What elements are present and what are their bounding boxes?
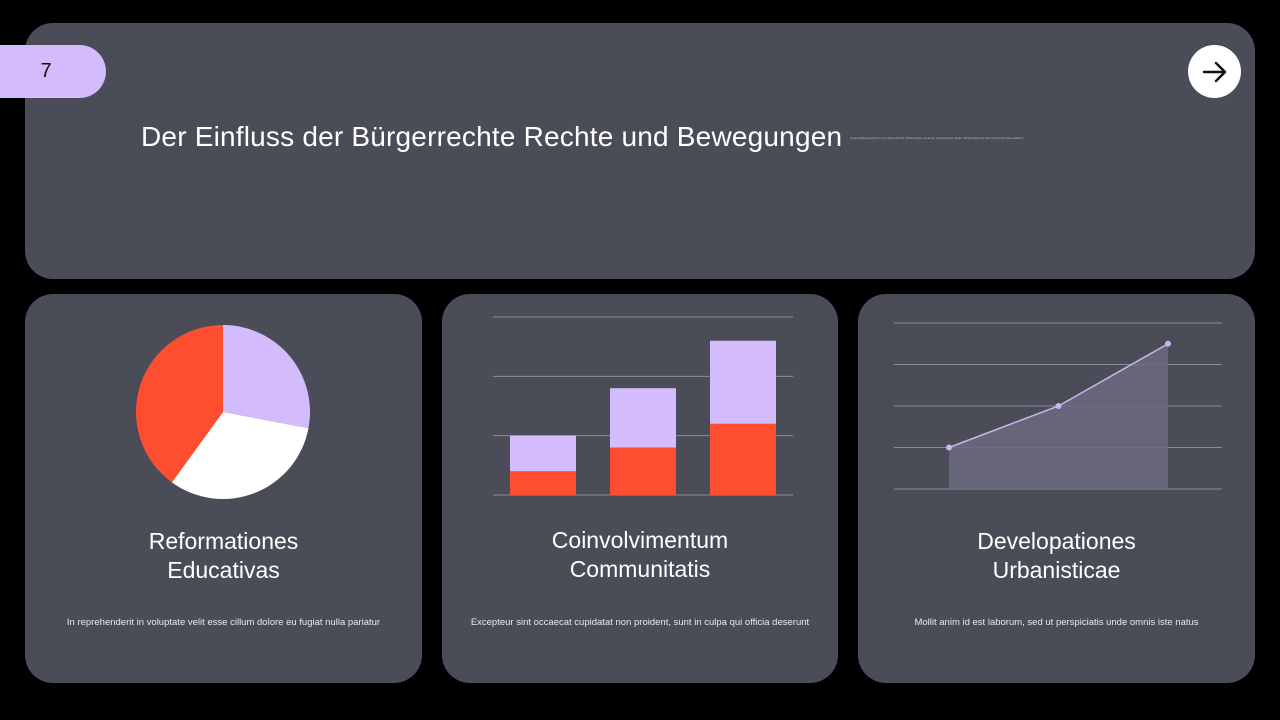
card-title-line1: Coinvolvimentum <box>551 527 729 553</box>
card-title-line1: Reformationes <box>148 528 299 554</box>
card-title-line2: Educativas <box>167 557 280 583</box>
card-coinvolvimentum: Coinvolvimentum Communitatis Excepteur s… <box>442 294 838 683</box>
area-point-3 <box>1165 340 1171 347</box>
bar-segment-3-1 <box>710 423 776 495</box>
page-title: Der Einfluss der Bürgerrechte Rechte und… <box>141 121 843 152</box>
area-chart <box>894 322 1222 490</box>
bar-segment-1-1 <box>510 471 576 495</box>
card-description: In reprehenderit in voluptate velit esse… <box>66 617 381 628</box>
bar-segment-2-2 <box>610 388 676 448</box>
hero-panel <box>25 23 1255 279</box>
card-reformationes: Reformationes Educativas In reprehenderi… <box>25 294 422 683</box>
page-caption: Suspendisse potenti ut nec vitae loborti… <box>850 136 1024 140</box>
card-title: Coinvolvimentum Communitatis <box>442 526 838 584</box>
headline: Der Einfluss der Bürgerrechte Rechte und… <box>141 121 1024 153</box>
card-description: Excepteur sint occaecat cupidatat non pr… <box>470 617 810 628</box>
bar-segment-1-2 <box>510 435 576 472</box>
card-title-line2: Urbanisticae <box>992 557 1121 583</box>
card-title-line2: Communitatis <box>569 556 711 582</box>
pie-slice-3 <box>136 325 223 483</box>
area-fill <box>949 343 1168 489</box>
bar-segment-2-1 <box>610 447 676 495</box>
area-point-1 <box>946 444 952 451</box>
pie-slice-1 <box>223 325 310 429</box>
area-point-2 <box>1055 403 1062 409</box>
card-title: Developationes Urbanisticae <box>858 527 1255 585</box>
card-title-line1: Developationes <box>977 528 1136 554</box>
page-number: 7 <box>40 60 52 82</box>
card-description: Mollit anim id est laborum, sed ut persp… <box>914 617 1199 628</box>
arrow-right-icon <box>1202 61 1226 82</box>
pie-slice-2 <box>171 412 309 499</box>
bar-segment-3-2 <box>710 340 776 424</box>
page-number-badge: 7 <box>0 45 106 98</box>
card-title: Reformationes Educativas <box>25 527 422 585</box>
pie-chart <box>136 325 310 499</box>
stacked-bar-chart <box>493 316 793 496</box>
card-developationes: Developationes Urbanisticae Mollit anim … <box>858 294 1255 683</box>
next-slide-button[interactable] <box>1188 45 1241 98</box>
